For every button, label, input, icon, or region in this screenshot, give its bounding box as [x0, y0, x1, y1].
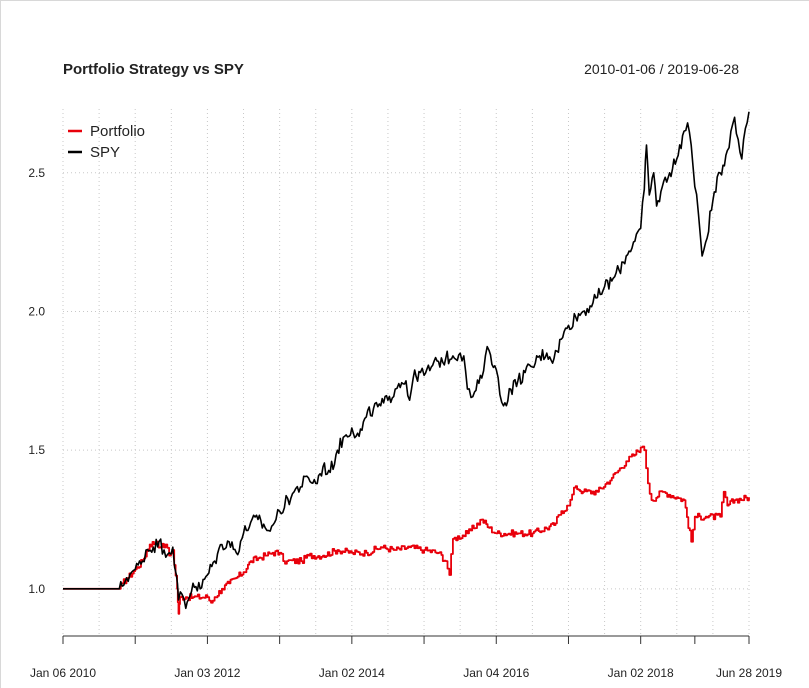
y-tick-label-3: 2.5: [28, 166, 45, 180]
x-tick-label-1: Jan 03 2012: [174, 666, 240, 680]
series-line-portfolio: [63, 445, 750, 615]
y-tick-label-0: 1.0: [28, 582, 45, 596]
legend-label-portfolio: Portfolio: [90, 123, 145, 140]
y-tick-label-2: 2.0: [28, 304, 45, 318]
legend-label-spy: SPY: [90, 144, 120, 161]
x-tick-label-5: Jun 28 2019: [716, 666, 782, 680]
legend: Portfolio SPY: [68, 123, 145, 161]
date-range-label: 2010-01-06 / 2019-06-28: [584, 61, 739, 77]
series-lines: [63, 111, 750, 615]
y-tick-label-1: 1.5: [28, 443, 45, 457]
x-tick-label-2: Jan 02 2014: [319, 666, 385, 680]
x-tick-label-0: Jan 06 2010: [30, 666, 96, 680]
axes: Jan 06 2010 Jan 03 2012 Jan 02 2014 Jan 04 …: [28, 166, 782, 680]
x-tick-label-4: Jan 02 2018: [608, 666, 674, 680]
chart-title: Portfolio Strategy vs SPY: [63, 61, 244, 78]
series-line-spy: [63, 111, 750, 610]
x-tick-label-3: Jan 04 2016: [463, 666, 529, 680]
